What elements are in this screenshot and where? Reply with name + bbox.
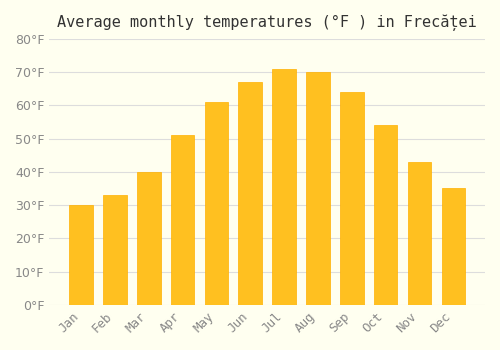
Bar <box>204 102 229 305</box>
Bar <box>69 205 93 305</box>
Bar <box>170 135 194 305</box>
Bar <box>374 125 398 305</box>
Bar <box>137 172 160 305</box>
Bar <box>272 69 296 305</box>
Bar <box>306 72 330 305</box>
Bar <box>442 189 465 305</box>
Bar <box>238 82 262 305</box>
Title: Average monthly temperatures (°F ) in Frecăței: Average monthly temperatures (°F ) in Fr… <box>58 15 477 32</box>
Bar <box>408 162 432 305</box>
Bar <box>340 92 363 305</box>
Bar <box>103 195 126 305</box>
